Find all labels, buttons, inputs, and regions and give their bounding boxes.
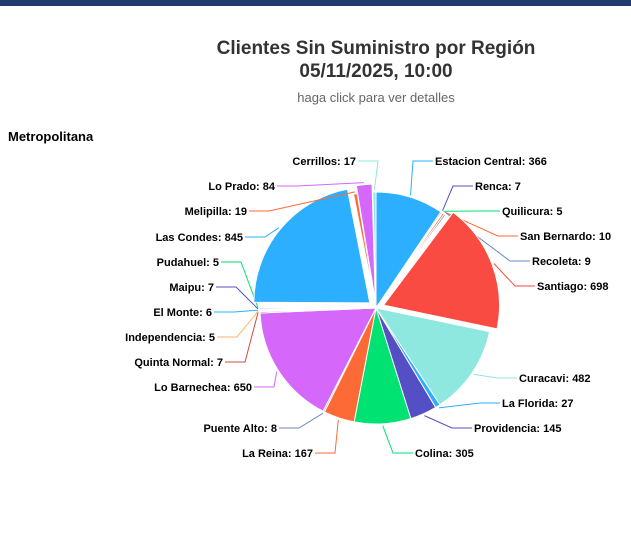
data-label-la-florida[interactable]: La Florida: 27 — [502, 398, 574, 410]
chart-timestamp: 05/11/2025, 10:00 — [299, 61, 453, 82]
connector-las-condes — [245, 227, 280, 238]
chart-title: Clientes Sin Suministro por Región — [216, 38, 536, 59]
data-label-cerrillos[interactable]: Cerrillos: 17 — [292, 156, 356, 168]
data-label-el-monte[interactable]: El Monte: 6 — [153, 307, 212, 319]
pie-slice-santiago[interactable] — [382, 211, 500, 330]
connector-pudahuel — [221, 261, 259, 308]
pie-slice-curacavi[interactable] — [375, 307, 491, 406]
pie-slice-pudahuel[interactable] — [259, 306, 377, 309]
connector-quinta-normal — [225, 312, 259, 363]
data-label-lo-barnechea[interactable]: Lo Barnechea: 650 — [154, 382, 252, 394]
connector-el-monte — [214, 309, 259, 313]
data-label-las-condes[interactable]: Las Condes: 845 — [156, 232, 243, 244]
data-label-pudahuel[interactable]: Pudahuel: 5 — [157, 257, 219, 269]
connector-puente-alto — [279, 412, 324, 429]
connector-curacavi — [473, 373, 517, 379]
data-label-puente-alto[interactable]: Puente Alto: 8 — [203, 423, 277, 435]
data-label-maipu[interactable]: Maipu: 7 — [169, 282, 214, 294]
data-label-quilicura[interactable]: Quilicura: 5 — [502, 206, 563, 218]
data-label-curacavi[interactable]: Curacavi: 482 — [519, 373, 591, 385]
connector-cerrillos — [358, 160, 379, 191]
connector-maipu — [216, 286, 259, 310]
connector-estacion-central — [410, 160, 433, 196]
pie-slice-lo-barnechea[interactable] — [259, 307, 377, 412]
data-label-melipilla[interactable]: Melipilla: 19 — [185, 206, 247, 218]
chart-subtitle: haga click para ver detalles — [297, 90, 455, 105]
data-label-independencia[interactable]: Independencia: 5 — [125, 332, 215, 344]
pie-slice-recoleta[interactable] — [375, 213, 447, 309]
data-label-san-bernardo[interactable]: San Bernardo: 10 — [520, 231, 611, 243]
data-label-renca[interactable]: Renca: 7 — [475, 181, 521, 193]
top-bar — [0, 0, 631, 6]
data-label-colina[interactable]: Colina: 305 — [415, 448, 474, 460]
connector-lo-prado — [277, 182, 364, 187]
region-label: Metropolitana — [8, 129, 94, 144]
data-label-la-reina[interactable]: La Reina: 167 — [242, 448, 313, 460]
connector-santiago — [493, 263, 535, 287]
pie-slice-lo-prado[interactable] — [355, 183, 376, 301]
pie-slice-las-condes[interactable] — [253, 188, 371, 304]
connector-la-florida — [438, 402, 500, 409]
data-label-lo-prado[interactable]: Lo Prado: 84 — [208, 181, 276, 193]
connector-independencia — [217, 310, 259, 338]
connector-la-reina — [315, 419, 339, 454]
data-label-estacion-central[interactable]: Estacion Central: 366 — [435, 156, 547, 168]
data-label-providencia[interactable]: Providencia: 145 — [474, 423, 561, 435]
pie-slice-cerrillos[interactable] — [372, 191, 377, 309]
connector-renca — [442, 185, 473, 211]
connector-colina — [382, 425, 413, 454]
connector-lo-barnechea — [254, 371, 278, 388]
connector-melipilla — [249, 191, 356, 212]
pie-slice-melipilla[interactable] — [353, 193, 377, 309]
connector-providencia — [424, 415, 472, 429]
data-label-recoleta[interactable]: Recoleta: 9 — [532, 256, 591, 268]
data-label-quinta-normal[interactable]: Quinta Normal: 7 — [134, 357, 223, 369]
data-label-santiago[interactable]: Santiago: 698 — [537, 281, 609, 293]
